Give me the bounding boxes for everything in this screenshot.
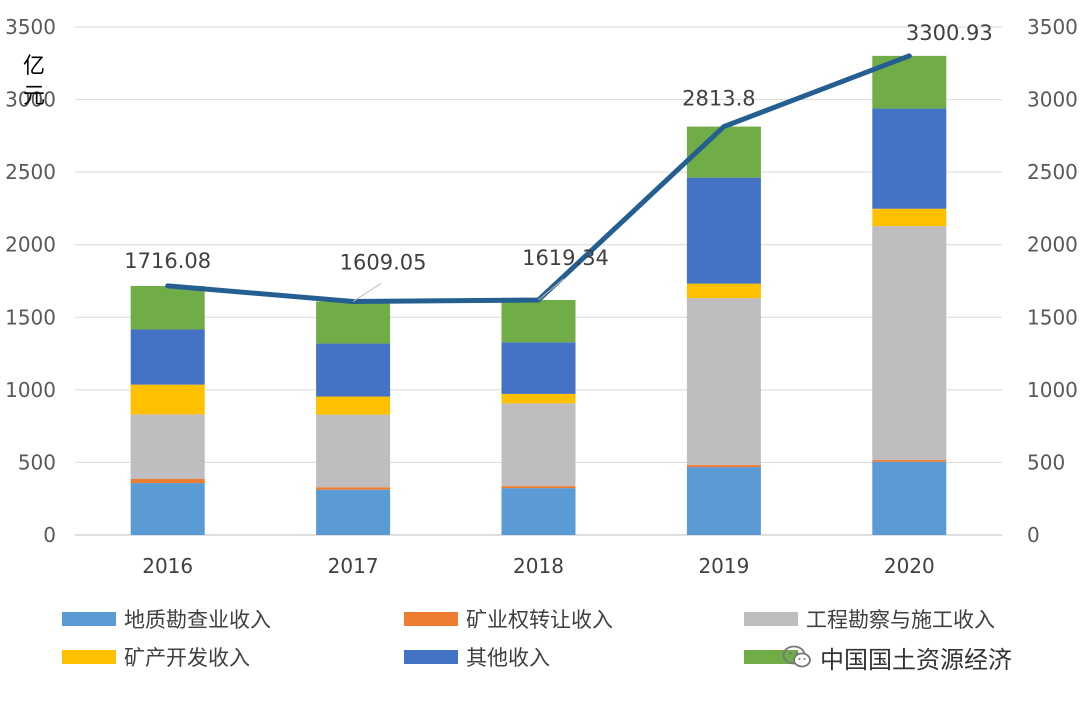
stacked-bar-line-chart: 0 500 1000 1500 2000 2500 3000 3500 0 500 1000 150… <box>5 15 1078 578</box>
x-tick-label: 2018 <box>513 554 564 578</box>
y-tick-label-left: 3000 <box>5 88 56 112</box>
legend-label: 工程勘察与施工收入 <box>806 608 995 632</box>
bar-segment <box>872 108 947 209</box>
x-axis: 2016 2017 2018 2019 2020 <box>142 554 935 578</box>
bar-segment <box>501 488 576 535</box>
y-tick-label-left: 0 <box>43 523 56 547</box>
y-tick-label-right: 3000 <box>1027 88 1078 112</box>
y-tick-label-right: 0 <box>1027 523 1040 547</box>
bar-segment <box>686 467 761 535</box>
bar-segment <box>872 459 947 462</box>
x-tick-label: 2019 <box>698 554 749 578</box>
y-axis-right: 0 500 1000 1500 2000 2500 3000 3500 <box>1027 15 1078 547</box>
bar-segment <box>501 393 576 404</box>
bar-segment <box>501 300 576 343</box>
y-tick-label-right: 3500 <box>1027 15 1078 39</box>
bar-segment <box>501 342 576 394</box>
legend-item: 矿产开发收入 <box>62 640 250 674</box>
y-tick-label-right: 1500 <box>1027 305 1078 329</box>
data-label: 1609.05 <box>340 250 427 274</box>
bar-segment <box>130 384 205 415</box>
x-tick-label: 2017 <box>328 554 379 578</box>
bar-segment <box>872 461 947 535</box>
y-tick-label-left: 500 <box>18 450 56 474</box>
legend: 地质勘查业收入 矿业权转让收入 工程勘察与施工收入矿产开发收入 其他收入 <box>0 600 1080 700</box>
y-axis-unit-char-1: 亿 <box>23 54 45 79</box>
watermark-text: 中国国土资源经济 <box>820 645 1012 674</box>
y-axis-left: 0 500 1000 1500 2000 2500 3000 3500 <box>5 15 56 547</box>
bar-segment <box>130 478 205 484</box>
y-tick-label-right: 2500 <box>1027 160 1078 184</box>
bar-segment <box>316 414 391 488</box>
data-label: 2813.8 <box>682 87 755 111</box>
watermark: 中国国土资源经济 <box>782 640 1012 674</box>
y-tick-label-left: 2500 <box>5 160 56 184</box>
bar-segment <box>686 283 761 299</box>
legend-item: 工程勘察与施工收入 <box>744 602 995 636</box>
bar-segment <box>316 396 391 415</box>
bar-segment <box>686 177 761 284</box>
data-label: 3300.93 <box>906 21 993 45</box>
bar-segment <box>872 226 947 460</box>
y-tick-label-left: 1000 <box>5 378 56 402</box>
legend-swatch <box>404 650 458 664</box>
y-tick-label-right: 1000 <box>1027 378 1078 402</box>
y-tick-label-right: 500 <box>1027 450 1065 474</box>
bar-segment <box>130 483 205 535</box>
bar-segment <box>686 298 761 466</box>
legend-label: 矿产开发收入 <box>124 646 250 670</box>
bar-segment <box>316 487 391 490</box>
bar-segment <box>316 343 391 397</box>
legend-item: 矿业权转让收入 <box>404 602 613 636</box>
data-label: 1619.34 <box>522 246 609 270</box>
bar-segment <box>316 301 391 344</box>
data-label: 1716.08 <box>124 249 211 273</box>
legend-label: 地质勘查业收入 <box>124 608 271 632</box>
legend-label: 其他收入 <box>466 646 550 670</box>
bar-segment <box>130 285 205 330</box>
bars <box>130 55 947 535</box>
data-labels: 1716.08 1609.05 1619.34 2813.8 3300.93 <box>124 21 993 302</box>
legend-item: 地质勘查业收入 <box>62 602 271 636</box>
bar-segment <box>686 465 761 468</box>
bar-segment <box>130 414 205 479</box>
legend-swatch <box>404 612 458 626</box>
y-axis-unit-char-2: 元 <box>23 84 45 109</box>
legend-swatch <box>62 650 116 664</box>
label-leader-line <box>538 278 564 301</box>
y-tick-label-left: 1500 <box>5 305 56 329</box>
y-tick-label-left: 2000 <box>5 233 56 257</box>
bar-segment <box>501 486 576 489</box>
legend-label: 矿业权转让收入 <box>466 608 613 632</box>
legend-swatch <box>62 612 116 626</box>
wechat-icon <box>782 645 811 668</box>
bar-segment <box>316 489 391 535</box>
x-tick-label: 2016 <box>142 554 193 578</box>
bar-segment <box>872 208 947 227</box>
y-tick-label-left: 3500 <box>5 15 56 39</box>
x-tick-label: 2020 <box>884 554 935 578</box>
legend-item: 其他收入 <box>404 640 550 674</box>
bar-segment <box>501 403 576 487</box>
bar-segment <box>130 329 205 385</box>
y-tick-label-right: 2000 <box>1027 233 1078 257</box>
legend-swatch <box>744 612 798 626</box>
label-leader-line <box>352 283 382 302</box>
